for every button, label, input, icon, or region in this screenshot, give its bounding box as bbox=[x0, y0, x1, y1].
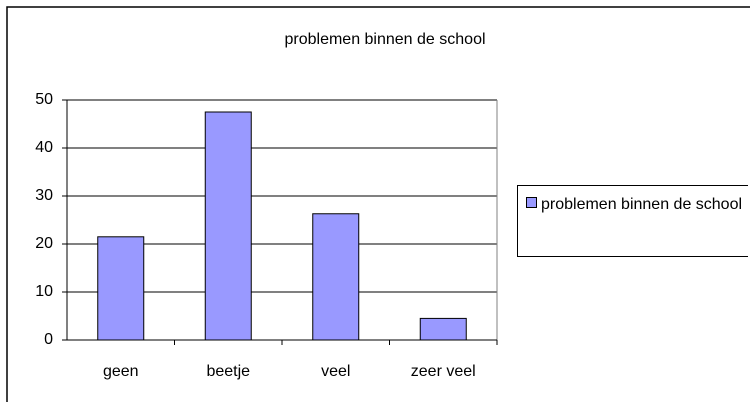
y-tick-label: 20 bbox=[35, 235, 53, 252]
chart-title: problemen binnen de school bbox=[284, 31, 485, 48]
x-tick-label: veel bbox=[321, 363, 350, 380]
bar bbox=[419, 317, 467, 341]
y-tick-label: 0 bbox=[44, 331, 53, 348]
legend: problemen binnen de school bbox=[517, 185, 748, 257]
legend-label: problemen binnen de school bbox=[541, 196, 743, 213]
x-tick-label: beetje bbox=[206, 363, 250, 380]
y-tick-label: 50 bbox=[35, 91, 53, 108]
bar bbox=[312, 213, 360, 341]
y-tick-label: 40 bbox=[35, 139, 53, 156]
x-tick-label: geen bbox=[103, 363, 139, 380]
legend-swatch bbox=[526, 197, 537, 208]
y-tick-label: 10 bbox=[35, 283, 53, 300]
bar bbox=[97, 236, 145, 341]
y-tick-label: 30 bbox=[35, 187, 53, 204]
bar bbox=[204, 111, 252, 341]
x-tick-label: zeer veel bbox=[411, 363, 476, 380]
